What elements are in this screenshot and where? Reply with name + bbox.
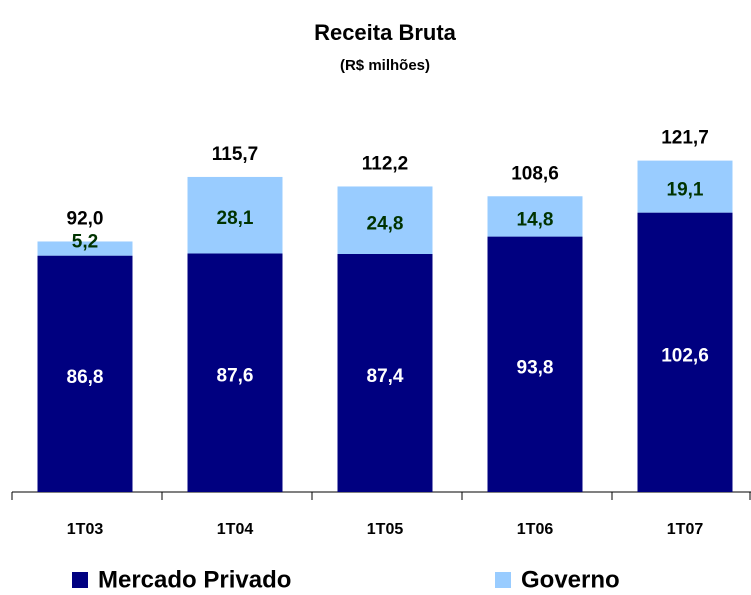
- bar-segment: [487, 236, 583, 492]
- value-label: 14,8: [517, 209, 554, 230]
- bar-segment: [187, 176, 283, 254]
- bar-segment: [337, 186, 433, 255]
- bar-segment: [337, 254, 433, 492]
- x-tick-label: 1T04: [217, 521, 254, 538]
- x-tick-label: 1T03: [67, 521, 104, 538]
- value-label: 24,8: [367, 213, 404, 234]
- total-label: 115,7: [212, 144, 259, 165]
- value-label: 86,8: [67, 367, 104, 388]
- legend-swatch: [495, 572, 511, 588]
- value-label: 28,1: [217, 208, 254, 229]
- total-label: 92,0: [67, 208, 104, 229]
- bar-segment: [487, 196, 583, 237]
- total-label: 108,6: [511, 163, 559, 184]
- bar-segment: [37, 241, 133, 256]
- total-label: 121,7: [661, 128, 709, 149]
- legend-label: Governo: [521, 566, 620, 593]
- x-tick-label: 1T05: [367, 521, 404, 538]
- value-label: 5,2: [72, 232, 98, 253]
- value-label: 87,4: [367, 366, 404, 387]
- total-label: 112,2: [362, 153, 409, 174]
- value-label: 19,1: [667, 180, 704, 201]
- value-label: 93,8: [517, 357, 554, 378]
- x-tick-label: 1T07: [667, 521, 704, 538]
- value-label: 87,6: [217, 366, 254, 387]
- chart-subtitle: (R$ milhões): [340, 57, 430, 74]
- legend-label: Mercado Privado: [98, 566, 291, 593]
- chart-title: Receita Bruta: [314, 20, 457, 45]
- bar-segment: [187, 253, 283, 492]
- bar-segment: [37, 255, 133, 492]
- x-tick-label: 1T06: [517, 521, 554, 538]
- value-label: 102,6: [661, 345, 709, 366]
- legend-swatch: [72, 572, 88, 588]
- bar-segment: [637, 160, 733, 213]
- bar-segment: [637, 212, 733, 492]
